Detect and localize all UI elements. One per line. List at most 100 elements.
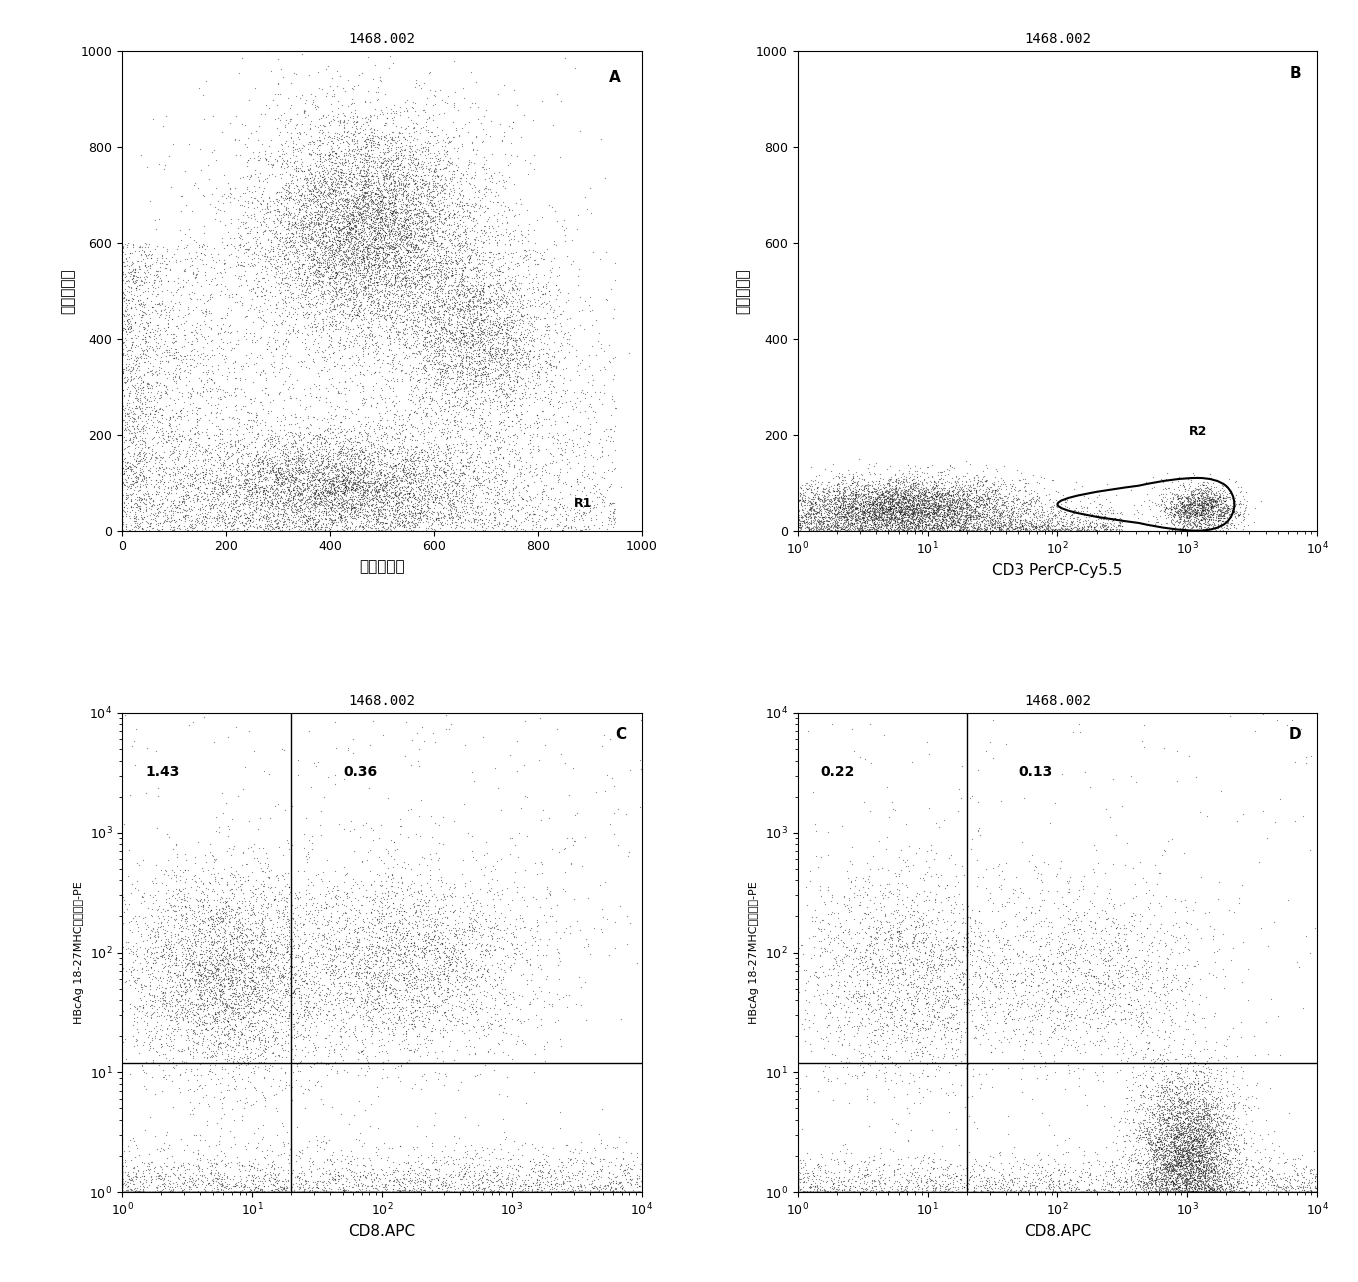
Point (449, 967, 471, 987)
Point (1181, 1090, 1203, 1110)
Point (849, 491, 870, 512)
Point (388, 477, 410, 497)
Point (991, 1182, 1013, 1203)
Point (781, 481, 803, 501)
Point (957, 508, 979, 528)
Point (877, 481, 899, 501)
Point (308, 491, 330, 512)
Point (466, 467, 488, 487)
Point (331, 235, 353, 255)
Point (1173, 499, 1195, 519)
Point (847, 1041, 869, 1061)
Point (775, 513, 797, 533)
Point (315, 191, 337, 212)
Point (1218, 499, 1240, 519)
Point (373, 472, 395, 492)
Point (118, 785, 140, 805)
Point (331, 496, 353, 517)
Point (853, 1182, 875, 1203)
Point (380, 182, 402, 203)
Point (334, 335, 356, 355)
Point (346, 446, 368, 467)
Point (452, 203, 474, 223)
Point (974, 500, 995, 520)
Point (581, 1182, 603, 1203)
Point (1139, 981, 1161, 1001)
Point (925, 935, 947, 955)
Point (519, 1151, 540, 1172)
Point (951, 1182, 972, 1203)
Point (111, 1182, 133, 1203)
Point (327, 908, 349, 928)
Point (126, 267, 148, 287)
Point (239, 490, 261, 510)
Point (243, 455, 265, 476)
Point (960, 1167, 982, 1187)
Point (1285, 1182, 1306, 1203)
Point (991, 494, 1013, 514)
Point (411, 178, 433, 199)
Point (918, 499, 940, 519)
Point (425, 455, 447, 476)
Point (1278, 1182, 1300, 1203)
Point (111, 1145, 133, 1165)
Point (980, 492, 1002, 513)
Point (942, 1182, 964, 1203)
Point (1184, 501, 1206, 522)
Point (1146, 1086, 1168, 1106)
Point (1186, 1131, 1207, 1151)
Point (418, 205, 440, 226)
Point (896, 935, 918, 955)
Point (1211, 1178, 1233, 1199)
Point (236, 932, 258, 953)
Point (401, 183, 422, 204)
Point (134, 959, 156, 979)
Point (345, 927, 367, 947)
Point (902, 487, 923, 508)
Point (1199, 490, 1221, 510)
Point (163, 444, 185, 464)
Point (1130, 1153, 1152, 1173)
Point (880, 497, 902, 518)
Point (297, 468, 319, 488)
Point (295, 808, 316, 828)
Point (291, 970, 312, 991)
Point (395, 483, 417, 504)
Point (957, 1182, 979, 1203)
Point (504, 862, 526, 882)
Point (820, 904, 842, 924)
Point (1014, 1173, 1036, 1194)
Point (369, 229, 391, 250)
Point (295, 1182, 316, 1203)
Point (1304, 1182, 1325, 1203)
Point (459, 208, 481, 228)
Point (1168, 1182, 1190, 1203)
Point (543, 356, 565, 377)
Point (1010, 963, 1032, 983)
Point (1191, 1109, 1213, 1129)
Point (401, 504, 422, 524)
Point (282, 437, 304, 458)
Point (1173, 510, 1195, 531)
Point (1171, 1108, 1192, 1128)
Point (338, 474, 360, 495)
Point (464, 367, 486, 387)
Point (212, 994, 234, 1014)
Point (360, 449, 382, 469)
Point (834, 479, 856, 500)
Point (496, 308, 517, 328)
Point (1067, 1172, 1089, 1192)
Point (948, 482, 970, 503)
Point (1176, 1092, 1198, 1113)
Point (945, 1055, 967, 1076)
Point (845, 504, 866, 524)
Point (341, 219, 363, 240)
Point (967, 519, 989, 540)
Point (303, 237, 325, 258)
Point (473, 333, 494, 354)
Point (483, 1060, 505, 1081)
Point (991, 965, 1013, 986)
Point (322, 1182, 344, 1203)
Point (327, 282, 349, 303)
Point (1162, 914, 1184, 935)
